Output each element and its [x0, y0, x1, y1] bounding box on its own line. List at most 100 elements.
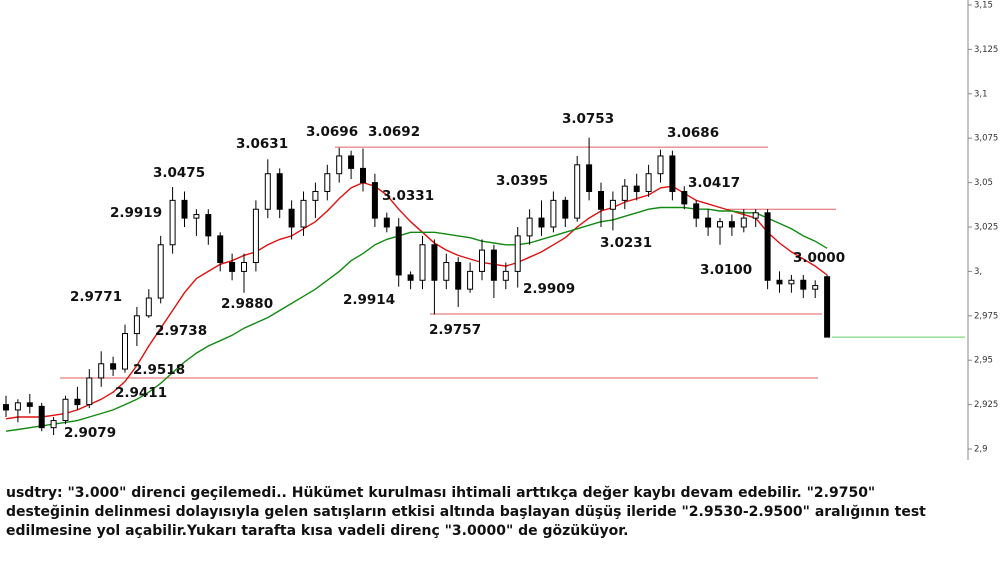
candle-body — [264, 173, 271, 210]
y-tick-label: 3,125 — [974, 45, 998, 55]
candle-body — [681, 190, 688, 205]
candle-body — [633, 185, 640, 192]
candle-body — [300, 199, 307, 228]
candle-body — [133, 315, 140, 335]
price-annotation: 2.9757 — [429, 322, 481, 338]
candle-body — [728, 221, 735, 228]
candle-body — [407, 274, 414, 281]
candle-body — [74, 398, 81, 406]
candle-body — [419, 244, 426, 281]
candle-body — [217, 235, 224, 264]
price-annotation: 3.0000 — [793, 250, 845, 266]
candle-body — [312, 190, 319, 201]
candle-body — [122, 333, 128, 370]
price-annotation: 3.0100 — [700, 262, 752, 278]
candle-body — [324, 173, 331, 192]
candle-body — [62, 398, 69, 422]
candle-body — [514, 235, 521, 272]
candle-body — [110, 363, 117, 370]
candle-body — [98, 363, 105, 379]
candle-body — [586, 164, 593, 192]
moving-average — [5, 181, 828, 420]
y-tick-label: 3, — [974, 267, 982, 277]
price-annotation: 3.0475 — [153, 165, 205, 181]
caption-line: desteğinin delinmesi dolayısıyla gelen s… — [6, 504, 926, 520]
candle-body — [467, 270, 474, 290]
price-annotation: 3.0696 — [306, 124, 358, 140]
candle-body — [383, 217, 390, 228]
candle-body — [86, 377, 93, 406]
price-annotation: 3.0231 — [600, 235, 652, 251]
price-annotation: 2.9518 — [133, 362, 185, 378]
candle-body — [812, 285, 819, 290]
candle-body — [455, 262, 462, 290]
price-annotation: 3.0692 — [368, 124, 420, 140]
candle-body — [169, 199, 176, 246]
candle-body — [788, 279, 795, 285]
price-annotation: 2.9909 — [523, 281, 575, 297]
candle-body — [50, 420, 57, 429]
candle-body — [621, 185, 628, 201]
candle-body — [752, 212, 759, 219]
candle-body — [550, 199, 557, 228]
candle-body — [336, 155, 343, 175]
y-tick-label: 3,025 — [974, 223, 998, 233]
y-tick-label: 3,15 — [974, 1, 993, 11]
y-tick-label: 2,95 — [974, 356, 993, 366]
candle-body — [3, 404, 9, 411]
price-annotation: 2.9914 — [343, 292, 395, 308]
y-tick-label: 3,075 — [974, 134, 998, 144]
candle-body — [288, 208, 295, 228]
y-tick-label: 2,9 — [974, 445, 988, 455]
candle-body — [598, 190, 604, 210]
price-annotation: 3.0417 — [688, 175, 740, 191]
candle-body — [526, 217, 533, 237]
candle-body — [657, 155, 664, 175]
candle-body — [431, 244, 438, 281]
price-annotation: 3.0753 — [562, 111, 614, 127]
candle-body — [669, 155, 676, 192]
y-tick-label: 2,925 — [974, 400, 998, 410]
candle-body — [502, 270, 509, 281]
candle-body — [776, 279, 783, 285]
moving-average — [5, 206, 828, 432]
price-annotation: 2.9880 — [221, 296, 273, 312]
candle-body — [360, 167, 366, 184]
candle-body — [824, 276, 831, 338]
candle-body — [490, 249, 497, 281]
candle-body — [443, 262, 450, 281]
candle-body — [645, 173, 652, 192]
y-tick-label: 2,975 — [974, 311, 998, 321]
caption-line: edilmesine yol açabilir.Yukarı tarafta k… — [6, 523, 629, 539]
candle-body — [800, 279, 807, 290]
caption-line: usdtry: "3.000" direnci geçilemedi.. Hük… — [6, 485, 875, 501]
candle-body — [276, 173, 283, 210]
candle-body — [181, 199, 188, 219]
candle-body — [740, 217, 747, 228]
price-annotation: 3.0686 — [667, 125, 719, 141]
candle-body — [717, 221, 723, 228]
price-annotation: 3.0631 — [236, 136, 288, 152]
candle-body — [38, 405, 45, 429]
y-tick-label: 3,05 — [974, 178, 993, 188]
candle-body — [371, 182, 378, 219]
candle-body — [348, 155, 355, 169]
price-annotation: 2.9411 — [115, 385, 167, 401]
candle-body — [693, 203, 700, 219]
price-annotation: 2.9738 — [155, 323, 207, 339]
candle-body — [157, 244, 164, 299]
candle-body — [479, 249, 485, 272]
candle-body — [562, 199, 569, 219]
candle-body — [145, 297, 152, 317]
price-annotation: 2.9079 — [64, 425, 116, 441]
candle-body — [241, 262, 247, 272]
candle-body — [574, 164, 581, 219]
price-annotation: 2.9771 — [70, 289, 122, 305]
price-annotation: 3.0395 — [496, 173, 548, 189]
candle-body — [609, 199, 616, 210]
candle-body — [14, 402, 21, 411]
y-tick-label: 3,1 — [974, 89, 988, 99]
price-annotation: 2.9919 — [110, 205, 162, 221]
candle-body — [764, 212, 771, 281]
